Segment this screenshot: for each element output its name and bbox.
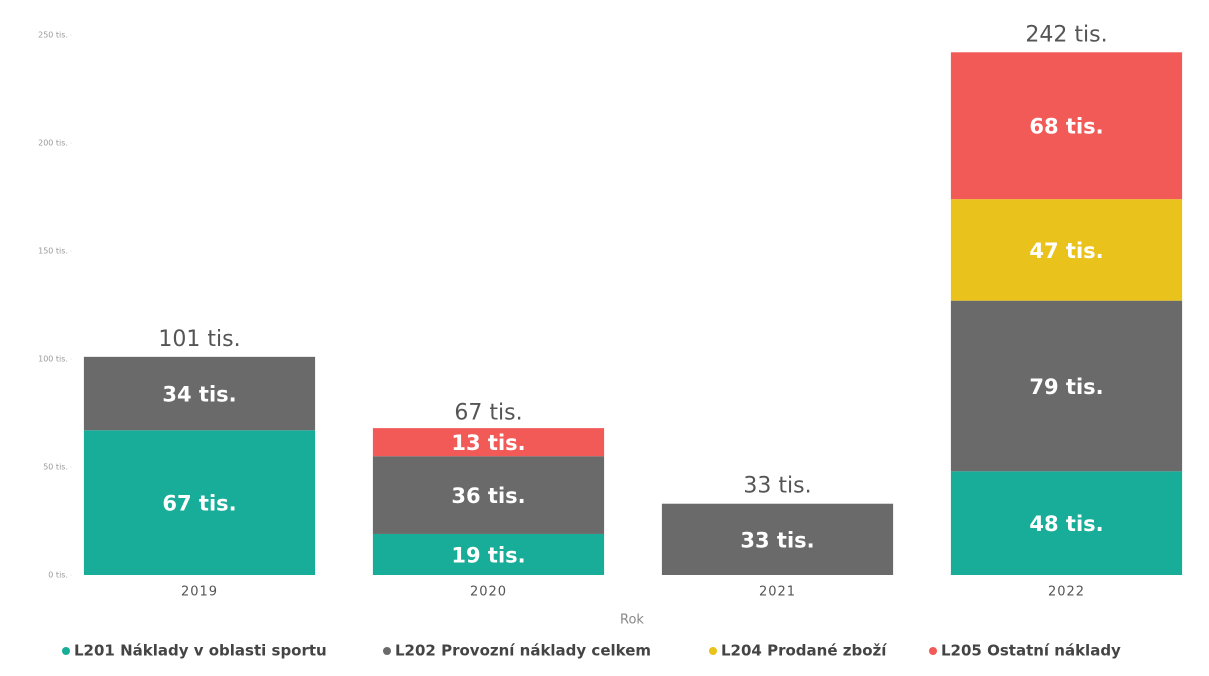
bar-segment bbox=[950, 199, 1183, 301]
x-tick-label: 2022 bbox=[1048, 585, 1085, 600]
total-label: 67 tis. bbox=[454, 400, 522, 425]
data-label: 34 tis. bbox=[162, 383, 236, 407]
data-label: 33 tis. bbox=[740, 528, 814, 552]
bar-segment bbox=[950, 52, 1183, 200]
x-tick-label: 2019 bbox=[181, 585, 218, 600]
y-tick-label: 250 tis. bbox=[38, 31, 68, 40]
legend-label: L204 Prodané zboží bbox=[721, 642, 887, 660]
x-tick-label: 2020 bbox=[470, 585, 507, 600]
x-axis-title: Rok bbox=[620, 613, 644, 628]
data-label: 79 tis. bbox=[1029, 375, 1103, 399]
bar-segment bbox=[83, 356, 316, 431]
legend-marker bbox=[709, 647, 717, 655]
bar-segment bbox=[372, 456, 605, 534]
bar-segment bbox=[950, 471, 1183, 575]
data-label: 36 tis. bbox=[451, 484, 525, 508]
x-tick-label: 2021 bbox=[759, 585, 796, 600]
total-label: 242 tis. bbox=[1025, 22, 1107, 47]
data-label: 48 tis. bbox=[1029, 512, 1103, 536]
data-label: 19 tis. bbox=[451, 543, 525, 567]
data-label: 67 tis. bbox=[162, 492, 236, 516]
bar-segment bbox=[83, 430, 316, 575]
legend-label: L201 Náklady v oblasti sportu bbox=[74, 642, 327, 660]
y-tick-label: 50 tis. bbox=[43, 463, 68, 472]
bar-segment bbox=[950, 300, 1183, 472]
data-label: 13 tis. bbox=[451, 431, 525, 455]
total-label: 101 tis. bbox=[158, 327, 240, 352]
total-label: 33 tis. bbox=[743, 474, 811, 499]
legend-marker bbox=[62, 647, 70, 655]
y-tick-label: 200 tis. bbox=[38, 139, 68, 148]
y-tick-label: 150 tis. bbox=[38, 247, 68, 256]
data-label: 68 tis. bbox=[1029, 115, 1103, 139]
bar-segment bbox=[372, 533, 605, 575]
bar-segment bbox=[661, 503, 894, 575]
legend-marker bbox=[383, 647, 391, 655]
bar-segment bbox=[372, 428, 605, 457]
y-tick-label: 0 tis. bbox=[48, 571, 68, 580]
y-tick-label: 100 tis. bbox=[38, 355, 68, 364]
legend-label: L202 Provozní náklady celkem bbox=[395, 642, 651, 660]
legend-marker bbox=[929, 647, 937, 655]
data-label: 47 tis. bbox=[1029, 239, 1103, 263]
legend-label: L205 Ostatní náklady bbox=[941, 642, 1121, 660]
